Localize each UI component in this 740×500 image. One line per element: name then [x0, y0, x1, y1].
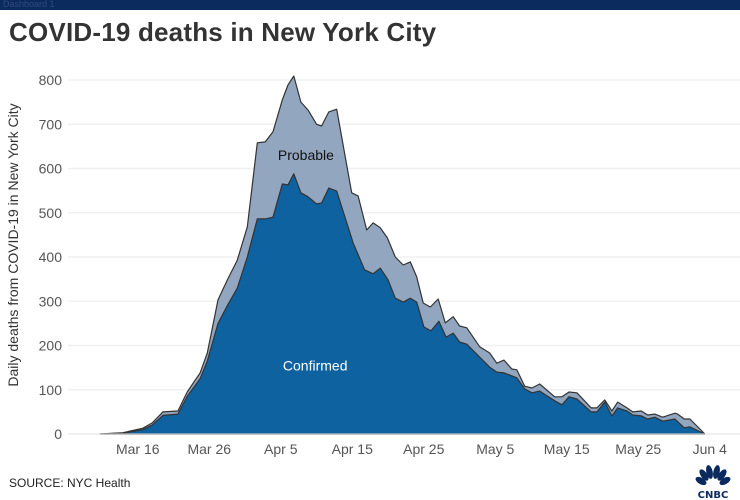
y-axis-label: Daily deaths from COVID-19 in New York C…: [5, 103, 21, 386]
y-tick-label: 800: [39, 72, 63, 88]
chart-areas: [68, 75, 740, 435]
x-tick-label: May 25: [615, 441, 661, 457]
annotation-probable: Probable: [278, 147, 334, 163]
y-tick-label: 0: [54, 426, 62, 442]
y-tick-label: 100: [39, 382, 63, 398]
x-tick-label: Mar 16: [116, 441, 160, 457]
area-confirmed: [99, 173, 706, 435]
y-axis-ticks: 0 100 200 300 400 500 600 700 800: [39, 72, 63, 442]
source-note: SOURCE: NYC Health: [9, 476, 131, 490]
y-tick-label: 500: [39, 205, 63, 221]
chart-annotations: Probable Confirmed: [278, 147, 348, 373]
x-tick-label: Jun 4: [693, 441, 727, 457]
x-tick-label: May 15: [544, 441, 590, 457]
x-tick-label: Apr 15: [332, 441, 373, 457]
y-tick-label: 300: [39, 293, 63, 309]
annotation-confirmed: Confirmed: [283, 357, 348, 373]
y-tick-label: 200: [39, 338, 63, 354]
x-axis-ticks: Mar 16 Mar 26 Apr 5 Apr 15 Apr 25 May 5 May 15…: [116, 441, 727, 457]
logo-text: CNBC: [698, 490, 729, 500]
page-title: COVID-19 deaths in New York City: [9, 17, 437, 47]
y-tick-label: 400: [39, 249, 63, 265]
x-tick-label: Mar 26: [187, 441, 231, 457]
area-chart: 0 100 200 300 400 500 600 700 800 Mar 16 Mar 26 Ap…: [5, 72, 740, 457]
y-tick-label: 600: [39, 161, 63, 177]
cnbc-logo-icon: CNBC: [695, 465, 731, 500]
x-tick-label: Apr 5: [264, 441, 298, 457]
y-tick-label: 700: [39, 116, 63, 132]
window-title: Dashboard 1: [3, 0, 55, 9]
x-tick-label: Apr 25: [403, 441, 444, 457]
window-title-bar: Dashboard 1: [0, 0, 740, 10]
x-tick-label: May 5: [476, 441, 514, 457]
